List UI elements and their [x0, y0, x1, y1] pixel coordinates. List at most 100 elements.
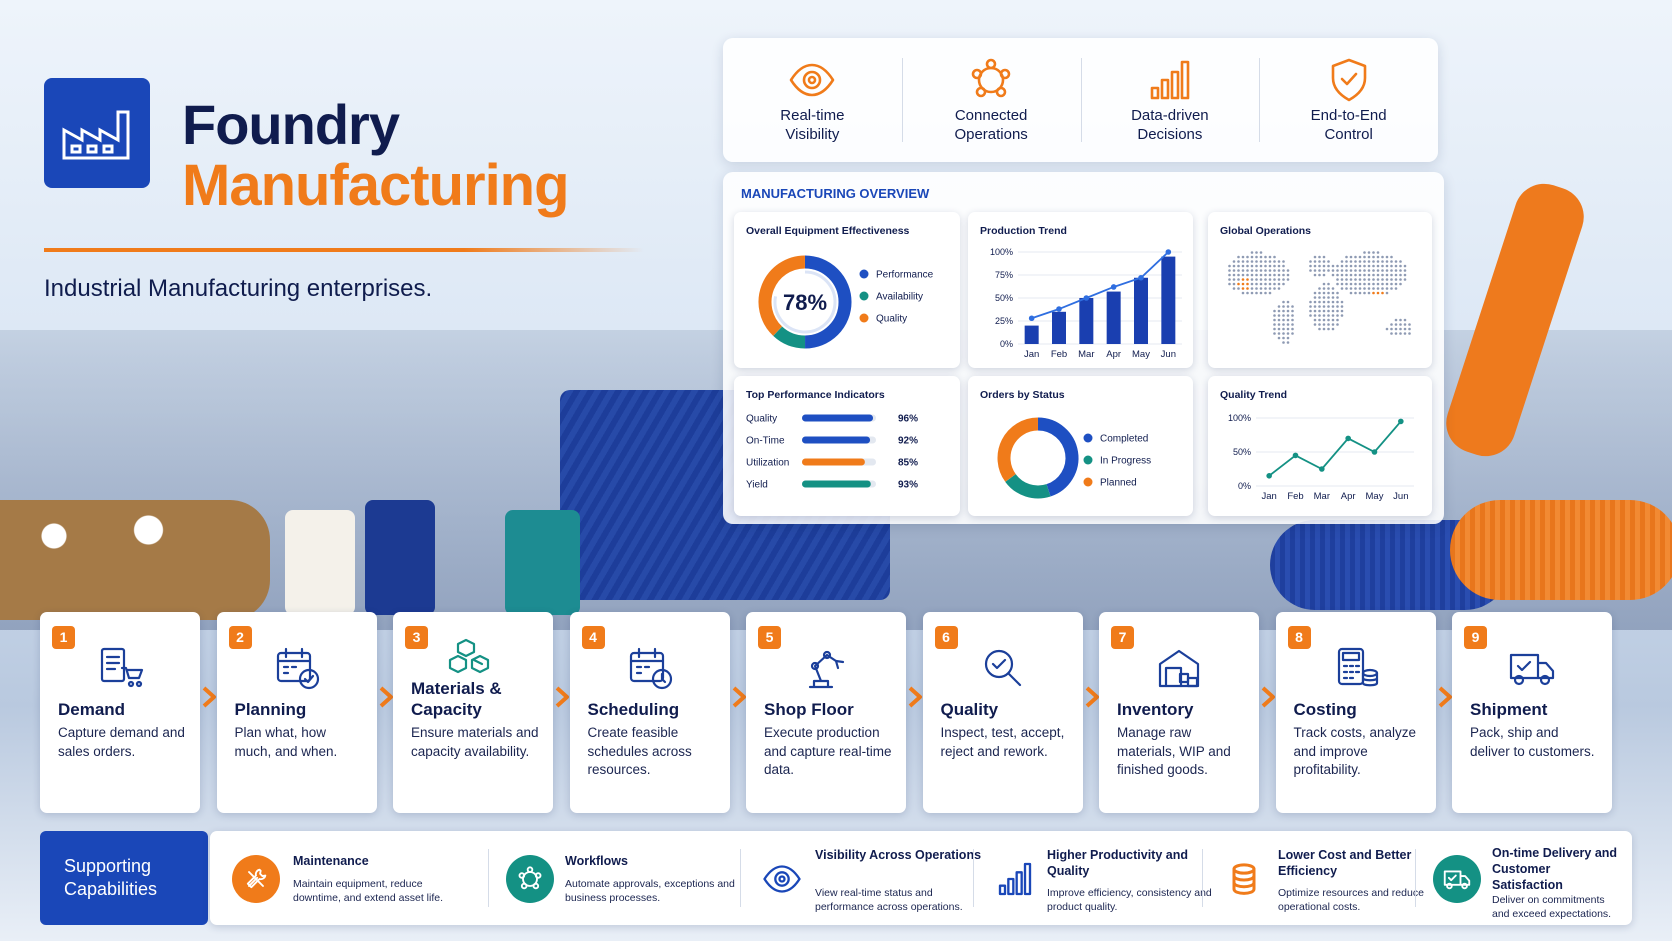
- map-dot: [1313, 318, 1317, 322]
- map-dot: [1268, 273, 1272, 277]
- map-dot: [1237, 278, 1240, 281]
- icon-shape: [534, 872, 542, 879]
- step-desc: Execute production and capture real-time…: [764, 725, 892, 777]
- line-point: [1138, 274, 1144, 281]
- step-number: 5: [758, 626, 781, 649]
- step-card: 4 Scheduling Create feasible schedules acr…: [569, 612, 730, 813]
- map-dot: [1273, 260, 1276, 263]
- icon-shape: [822, 650, 832, 660]
- step-desc: Inspect, test, accept, reject and rework…: [940, 725, 1065, 759]
- icon-shape: [1158, 649, 1200, 688]
- step-title-box: Quality: [941, 670, 1079, 720]
- chevron: [1261, 686, 1275, 708]
- map-dot: [1372, 282, 1375, 286]
- map-dot: [1291, 309, 1294, 313]
- step-card: 2 Planning Plan what, how much, and when.: [216, 612, 377, 813]
- factory: [62, 110, 130, 160]
- map-dot: [1277, 323, 1281, 326]
- map-dot: [1322, 264, 1326, 268]
- map-dot: [1268, 269, 1272, 272]
- map-dot: [1331, 269, 1335, 272]
- map-dot: [1255, 287, 1258, 290]
- map-dot: [1354, 260, 1357, 263]
- map-dot: [1331, 314, 1335, 317]
- map-dot: [1259, 273, 1263, 277]
- map-dot: [1349, 260, 1353, 263]
- map-dot: [1313, 269, 1317, 272]
- icon-shape: [1342, 664, 1360, 680]
- icon-shape: [985, 58, 997, 70]
- y-tick-label: 50%: [995, 293, 1013, 303]
- map-dot: [1385, 278, 1389, 281]
- map-dot: [1363, 255, 1366, 259]
- map-dot: [1313, 300, 1317, 304]
- map-dot: [1399, 332, 1402, 335]
- x-tick-label: Feb: [1287, 491, 1303, 502]
- icon: [276, 647, 319, 690]
- map-dot: [1286, 269, 1290, 272]
- map-dot: [1259, 287, 1263, 290]
- map-dot: [1331, 291, 1335, 295]
- map-dot: [1250, 287, 1254, 290]
- map-dot: [1390, 269, 1393, 272]
- step-desc: Manage raw materials, WIP and finished g…: [1117, 725, 1231, 777]
- map-dot: [1277, 287, 1281, 290]
- y-tick-label: 0%: [1000, 339, 1013, 349]
- support-item-title: Lower Cost and Better Efficiency: [1278, 848, 1412, 878]
- support-item-desc: View real-time status and performance ac…: [815, 887, 963, 913]
- icon-shape: [984, 649, 1013, 679]
- map-dot: [1318, 273, 1321, 277]
- icon-shape: [100, 647, 126, 683]
- map-dot: [1241, 282, 1245, 286]
- map-dot: [1367, 264, 1371, 268]
- step-title-box: Costing: [1294, 670, 1432, 720]
- support-strip: Maintenance Maintain equipment, reduce do…: [210, 831, 1632, 925]
- step-card: 6 Quality Inspect, test, accept, reject an…: [922, 612, 1083, 813]
- map-dot: [1255, 255, 1258, 259]
- map-dot: [1246, 269, 1249, 272]
- step-card: 7 Inventory Manage raw materials, WIP and …: [1099, 612, 1259, 813]
- icon-shape: [448, 638, 490, 674]
- map-dot: [1259, 269, 1263, 272]
- map-dot: [1385, 260, 1389, 263]
- map-dot: [1399, 327, 1402, 331]
- map-dot: [1340, 264, 1344, 268]
- map-dot: [1399, 323, 1402, 326]
- map-dot: [1327, 305, 1330, 308]
- map-dot: [1313, 291, 1317, 295]
- icon-shape: [303, 674, 314, 684]
- line-point: [1292, 452, 1299, 459]
- map-dot: [1403, 332, 1407, 335]
- map-dot: [1291, 332, 1294, 335]
- step-arrow: [1085, 686, 1099, 708]
- support-item-desc: Improve efficiency, consistency and prod…: [1047, 887, 1212, 913]
- map-dot: [1331, 296, 1335, 299]
- map-dot: [1282, 305, 1285, 308]
- legend-swatch: [859, 269, 869, 279]
- map-dot: [1358, 282, 1362, 286]
- x-tick-label: Jan: [1024, 349, 1039, 360]
- map-dot: [1250, 278, 1254, 281]
- map-dot: [1345, 287, 1348, 290]
- map-dot: [1363, 273, 1366, 277]
- icon-shape: [1232, 867, 1256, 895]
- map-dot: [1313, 255, 1317, 259]
- map-dot: [1246, 282, 1249, 286]
- step-title-box: Shop Floor: [764, 670, 902, 720]
- map-dot: [1322, 269, 1326, 272]
- map-dot: [1340, 309, 1344, 313]
- map-dot: [1363, 251, 1366, 254]
- map-dot: [1250, 273, 1254, 277]
- map-dot: [1318, 291, 1321, 295]
- map-dot: [1282, 323, 1285, 326]
- map-dot: [1232, 264, 1236, 268]
- oee-progress: [773, 270, 837, 334]
- support-icon: [1433, 855, 1481, 903]
- map-dot: [1250, 269, 1254, 272]
- step-icon: [100, 647, 144, 688]
- kpi-label: Utilization: [746, 458, 789, 469]
- kpi-value: 85%: [898, 458, 918, 469]
- icon-shape: [808, 653, 838, 689]
- subtitle: Industrial Manufacturing enterprises.: [44, 275, 433, 302]
- map-dot: [1372, 291, 1375, 295]
